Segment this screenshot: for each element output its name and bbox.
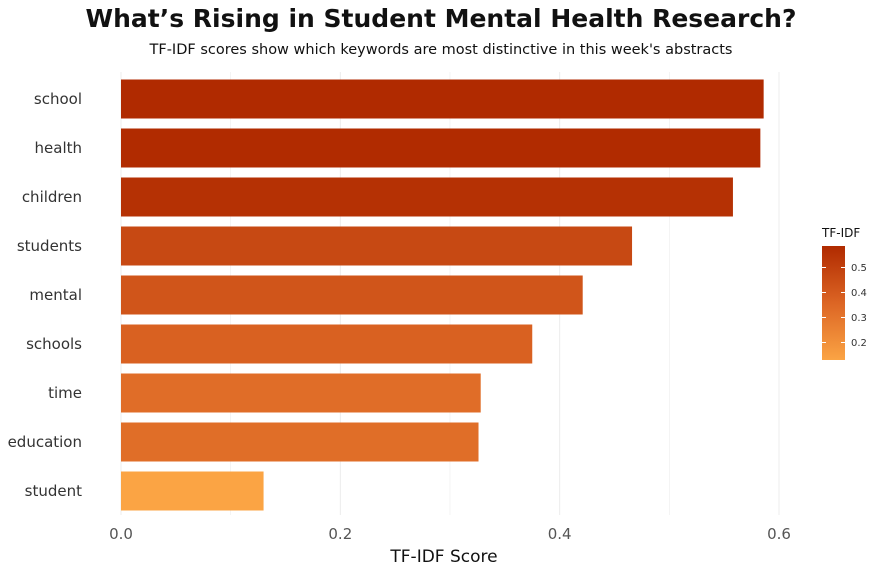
category-label-students: students (17, 237, 82, 255)
bar-mental (121, 275, 583, 315)
legend-title: TF-IDF (821, 226, 860, 240)
legend-tick-label: 0.5 (851, 263, 867, 274)
chart-title: What’s Rising in Student Mental Health R… (85, 4, 797, 33)
x-tick-label: 0.0 (109, 525, 133, 543)
bar-education (121, 422, 479, 462)
x-tick-label: 0.6 (767, 525, 791, 543)
bar-school (121, 79, 764, 119)
category-labels: school health children students mental school… (8, 90, 83, 500)
category-label-health: health (35, 139, 82, 157)
bar-health (121, 128, 761, 168)
x-tick-label: 0.2 (328, 525, 352, 543)
bar-children (121, 177, 733, 217)
legend: TF-IDF 0.2 0.3 0.4 0.5 (821, 226, 867, 360)
category-label-time: time (48, 384, 82, 402)
bar-schools (121, 324, 533, 364)
bars (121, 79, 764, 511)
category-label-school: school (34, 90, 82, 108)
legend-tick-label: 0.3 (851, 313, 867, 324)
x-tick-label: 0.4 (548, 525, 572, 543)
category-label-children: children (22, 188, 82, 206)
x-axis-title: TF-IDF Score (389, 547, 497, 567)
chart-subtitle: TF-IDF scores show which keywords are mo… (149, 42, 733, 58)
legend-tick-label: 0.4 (851, 288, 867, 299)
category-label-schools: schools (26, 335, 82, 353)
bar-time (121, 373, 481, 413)
legend-tick-label: 0.2 (851, 338, 867, 349)
category-label-education: education (8, 433, 82, 451)
category-label-mental: mental (29, 286, 82, 304)
legend-colorbar (822, 246, 845, 360)
category-label-student: student (25, 482, 82, 500)
bar-students (121, 226, 633, 266)
bar-student (121, 471, 264, 511)
x-axis-ticks: 0.0 0.2 0.4 0.6 (109, 525, 791, 543)
